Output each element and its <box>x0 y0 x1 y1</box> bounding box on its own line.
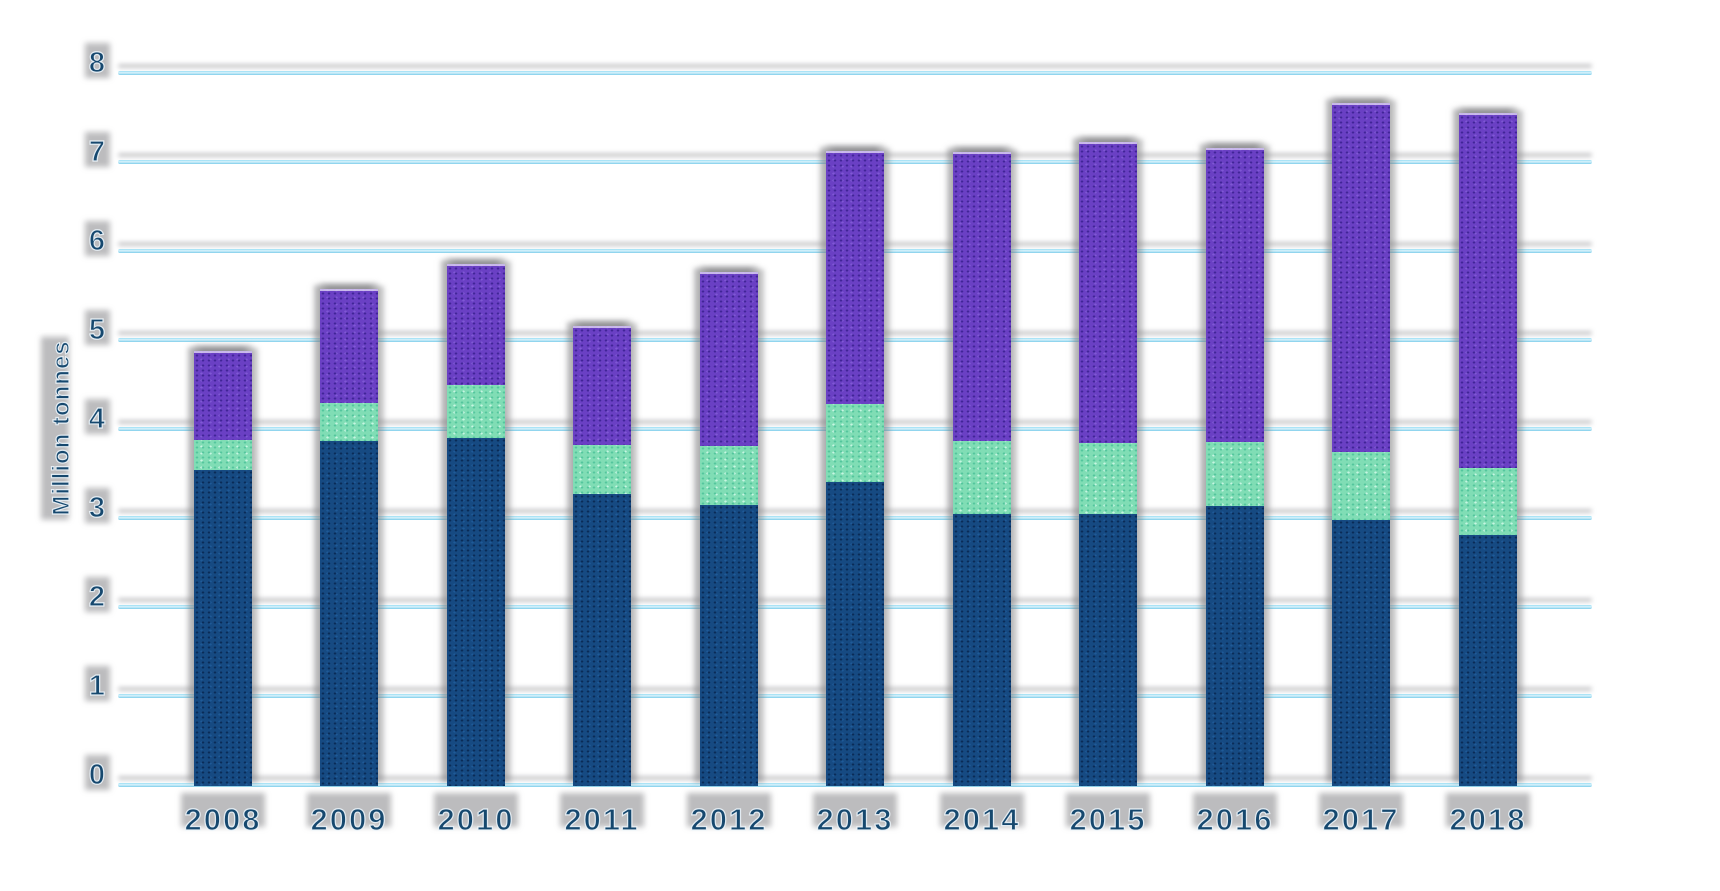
bar-2018-middle-segment-mint-green <box>1459 468 1517 535</box>
y-tick-text-6: 6 <box>88 224 106 257</box>
bar-2017-middle-segment-mint-green <box>1332 452 1390 520</box>
bar-2012-bottom-segment-dark-blue <box>700 504 758 786</box>
bar-2016-bottom-segment-dark-blue <box>1206 505 1264 786</box>
bar-2013 <box>826 151 884 786</box>
bar-2015-bottom-segment-dark-blue <box>1079 514 1137 786</box>
y-tick-label-5: 5 <box>30 313 106 346</box>
x-tick-label-2018: 2018 <box>1408 802 1568 837</box>
bar-2008-top-segment-purple <box>194 350 252 440</box>
y-tick-label-3: 3 <box>30 491 106 524</box>
y-tick-label-2: 2 <box>30 580 106 613</box>
bar-2013-bottom-segment-dark-blue <box>826 481 884 786</box>
x-tick-text-2009: 2009 <box>310 802 388 837</box>
bar-2011 <box>573 325 631 786</box>
x-tick-label-2010: 2010 <box>396 802 556 837</box>
bar-2014-top-segment-purple <box>953 152 1011 441</box>
bar-2010-bottom-segment-dark-blue <box>447 438 505 786</box>
bar-2011-top-segment-purple <box>573 325 631 445</box>
y-tick-text-4: 4 <box>88 402 106 435</box>
x-tick-label-2013: 2013 <box>775 802 935 837</box>
y-tick-text-8: 8 <box>88 46 106 79</box>
y-tick-label-8: 8 <box>30 46 106 79</box>
y-tick-text-3: 3 <box>88 491 106 524</box>
bar-2011-bottom-segment-dark-blue <box>573 493 631 786</box>
bar-2011-middle-segment-mint-green <box>573 444 631 494</box>
bar-2018 <box>1459 113 1517 786</box>
bar-2010 <box>447 264 505 786</box>
bar-2008 <box>194 350 252 786</box>
bar-2013-middle-segment-mint-green <box>826 403 884 482</box>
x-tick-label-2009: 2009 <box>269 802 429 837</box>
bar-2016-top-segment-purple <box>1206 147 1264 442</box>
bar-2009-bottom-segment-dark-blue <box>320 441 378 786</box>
bar-2012-top-segment-purple <box>700 271 758 446</box>
x-tick-text-2010: 2010 <box>437 802 515 837</box>
y-tick-text-0: 0 <box>88 758 106 791</box>
x-tick-label-2017: 2017 <box>1281 802 1441 837</box>
bar-2015 <box>1079 141 1137 786</box>
x-tick-text-2018: 2018 <box>1449 802 1527 837</box>
x-tick-label-2011: 2011 <box>522 802 682 837</box>
bar-2014-middle-segment-mint-green <box>953 440 1011 514</box>
x-tick-label-2014: 2014 <box>902 802 1062 837</box>
bar-2014-bottom-segment-dark-blue <box>953 513 1011 786</box>
x-tick-label-2016: 2016 <box>1155 802 1315 837</box>
bar-2017-top-segment-purple <box>1332 103 1390 453</box>
y-tick-label-7: 7 <box>30 135 106 168</box>
x-tick-text-2014: 2014 <box>943 802 1021 837</box>
bar-2014 <box>953 152 1011 786</box>
x-tick-text-2013: 2013 <box>816 802 894 837</box>
bar-2018-top-segment-purple <box>1459 113 1517 469</box>
x-tick-text-2008: 2008 <box>184 802 262 837</box>
bar-2017-bottom-segment-dark-blue <box>1332 519 1390 786</box>
bar-2008-bottom-segment-dark-blue <box>194 469 252 786</box>
x-tick-text-2017: 2017 <box>1322 802 1400 837</box>
bar-2009 <box>320 289 378 786</box>
x-tick-label-2008: 2008 <box>143 802 303 837</box>
bar-2010-middle-segment-mint-green <box>447 385 505 439</box>
bar-2009-middle-segment-mint-green <box>320 403 378 442</box>
bar-2015-top-segment-purple <box>1079 141 1137 443</box>
x-tick-label-2012: 2012 <box>649 802 809 837</box>
bar-2013-top-segment-purple <box>826 151 884 404</box>
bar-2012 <box>700 271 758 786</box>
bar-2016-middle-segment-mint-green <box>1206 441 1264 506</box>
x-tick-text-2015: 2015 <box>1069 802 1147 837</box>
y-tick-text-5: 5 <box>88 313 106 346</box>
y-tick-label-6: 6 <box>30 224 106 257</box>
x-tick-text-2012: 2012 <box>690 802 768 837</box>
gridline-8 <box>118 71 1592 75</box>
bar-2017 <box>1332 103 1390 786</box>
bar-2010-top-segment-purple <box>447 264 505 386</box>
bar-2009-top-segment-purple <box>320 289 378 404</box>
x-tick-text-2011: 2011 <box>564 802 640 837</box>
y-tick-label-4: 4 <box>30 402 106 435</box>
bar-2018-bottom-segment-dark-blue <box>1459 534 1517 786</box>
y-tick-text-7: 7 <box>88 135 106 168</box>
bar-2015-middle-segment-mint-green <box>1079 442 1137 515</box>
bar-2016 <box>1206 147 1264 786</box>
y-tick-label-0: 0 <box>30 758 106 791</box>
bar-2012-middle-segment-mint-green <box>700 445 758 505</box>
bar-2008-middle-segment-mint-green <box>194 439 252 470</box>
y-tick-text-1: 1 <box>88 669 106 702</box>
y-tick-text-2: 2 <box>88 580 106 613</box>
x-tick-text-2016: 2016 <box>1196 802 1274 837</box>
y-tick-label-1: 1 <box>30 669 106 702</box>
x-tick-label-2015: 2015 <box>1028 802 1188 837</box>
